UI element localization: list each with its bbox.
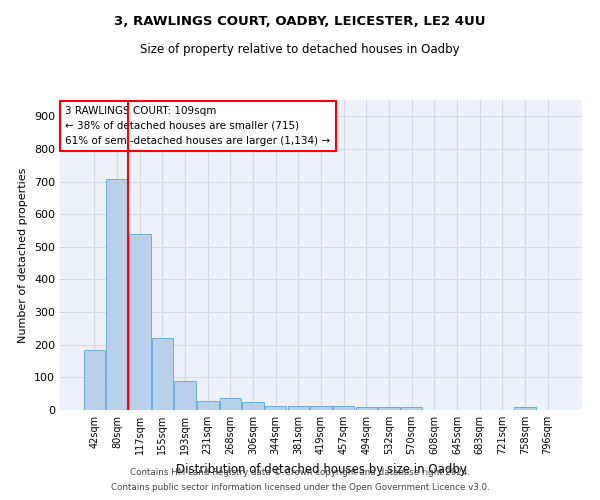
Bar — [401, 408, 422, 410]
Bar — [242, 402, 264, 410]
Bar — [84, 350, 105, 410]
Bar — [356, 406, 377, 410]
Text: 3 RAWLINGS COURT: 109sqm
← 38% of detached houses are smaller (715)
61% of semi-: 3 RAWLINGS COURT: 109sqm ← 38% of detach… — [65, 106, 331, 146]
Bar — [514, 408, 536, 410]
Bar — [175, 380, 196, 410]
Bar — [310, 406, 332, 410]
Text: 3, RAWLINGS COURT, OADBY, LEICESTER, LE2 4UU: 3, RAWLINGS COURT, OADBY, LEICESTER, LE2… — [114, 15, 486, 28]
Text: Size of property relative to detached houses in Oadby: Size of property relative to detached ho… — [140, 42, 460, 56]
Bar — [287, 406, 309, 410]
Text: Contains public sector information licensed under the Open Government Licence v3: Contains public sector information licen… — [110, 483, 490, 492]
Bar — [152, 338, 173, 410]
Bar — [378, 406, 400, 410]
Y-axis label: Number of detached properties: Number of detached properties — [19, 168, 28, 342]
Bar — [333, 406, 355, 410]
X-axis label: Distribution of detached houses by size in Oadby: Distribution of detached houses by size … — [176, 462, 466, 475]
Bar — [197, 401, 218, 410]
Bar — [106, 180, 128, 410]
Bar — [265, 406, 286, 410]
Text: Contains HM Land Registry data © Crown copyright and database right 2024.: Contains HM Land Registry data © Crown c… — [130, 468, 470, 477]
Bar — [220, 398, 241, 410]
Bar — [129, 234, 151, 410]
